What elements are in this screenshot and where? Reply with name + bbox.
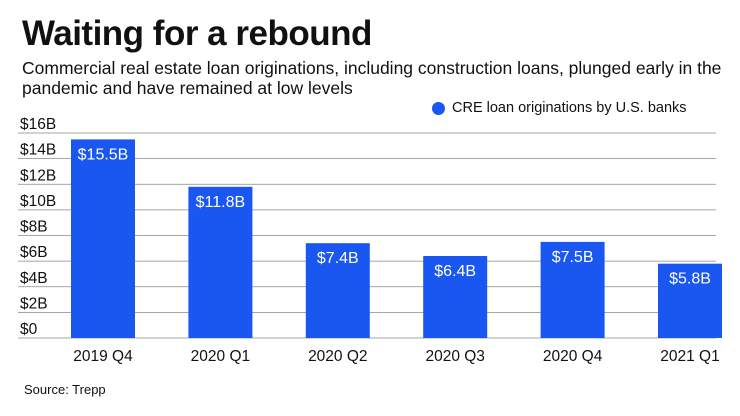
y-tick-label: $4B (20, 270, 48, 287)
y-tick-label: $2B (20, 295, 48, 312)
x-tick-label: 2021 Q1 (660, 348, 719, 365)
x-tick-label: 2020 Q4 (543, 348, 603, 365)
bar (658, 263, 722, 338)
legend-label: CRE loan originations by U.S. banks (452, 100, 687, 116)
y-tick-label: $12B (20, 167, 56, 184)
bar (71, 139, 135, 338)
bar-data-label: $5.8B (669, 271, 711, 288)
bar-data-label: $11.8B (196, 194, 246, 211)
bar (188, 186, 253, 338)
source-note: Source: Trepp (24, 382, 106, 397)
x-tick-label: 2019 Q4 (73, 348, 133, 365)
bar (423, 256, 488, 338)
legend-swatch (432, 101, 445, 115)
y-tick-label: $0 (20, 321, 38, 338)
x-axis-ticks: 2019 Q4 2020 Q1 2020 Q2 2020 Q3 2020 Q4 2021 … (73, 348, 719, 365)
legend: CRE loan originations by U.S. banks (432, 100, 687, 116)
bar-data-label: $7.4B (317, 250, 359, 267)
x-tick-label: 2020 Q1 (191, 348, 250, 365)
y-tick-label: $8B (20, 219, 48, 236)
x-tick-label: 2020 Q2 (308, 348, 367, 365)
chart-subtitle: Commercial real estate loan originations… (22, 58, 722, 98)
x-tick-label: 2020 Q3 (425, 348, 484, 365)
bar-data-label: $15.5B (78, 146, 129, 163)
y-tick-label: $14B (20, 142, 56, 159)
bars: $15.5B $11.8B $7.4B $6.4B $7.5B $5.8B (71, 139, 722, 338)
bar (305, 243, 370, 338)
y-axis-ticks: $0 $2B $4B $6B $8B $10B $12B $14B $16B (20, 116, 56, 338)
bar (540, 241, 605, 338)
bar-data-label: $7.5B (552, 249, 594, 266)
y-tick-label: $16B (20, 116, 56, 133)
bar-data-label: $6.4B (434, 263, 476, 280)
y-tick-label: $10B (20, 193, 56, 210)
y-tick-label: $6B (20, 244, 48, 261)
chart-title: Waiting for a rebound (22, 14, 372, 53)
